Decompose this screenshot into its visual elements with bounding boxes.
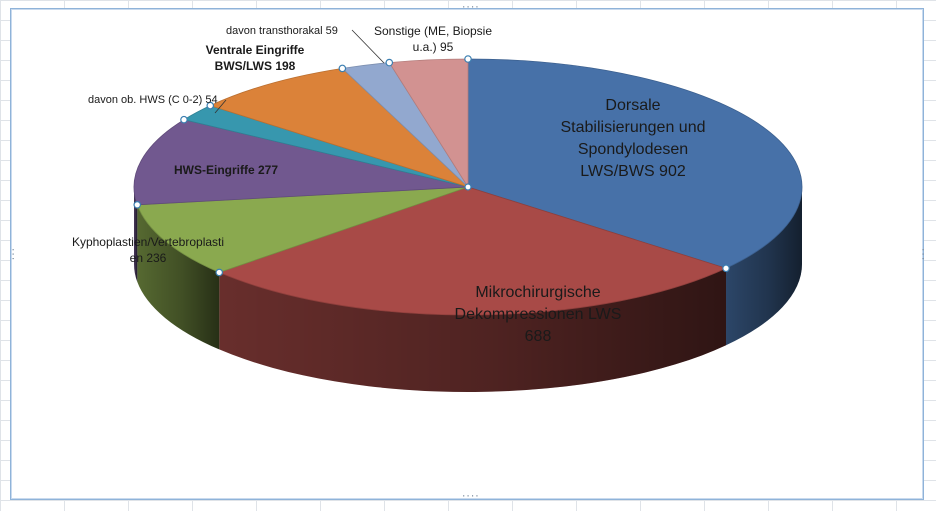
data-label-1-line-1: Dekompressionen LWS	[455, 306, 622, 323]
data-label-5-line-0: Ventrale Eingriffe	[206, 43, 305, 57]
data-label-1[interactable]: Mikrochirurgische Dekompressionen LWS 688	[455, 284, 622, 345]
data-label-6[interactable]: davon transthorakal 59	[226, 25, 338, 37]
center-handle[interactable]	[464, 183, 472, 191]
data-label-0-line-0: Dorsale	[605, 97, 660, 114]
data-label-7[interactable]: Sonstige (ME, Biopsie u.a.) 95	[374, 24, 492, 54]
slice-side-shade-1	[219, 268, 727, 392]
data-label-2-line-1: en 236	[130, 251, 167, 265]
slice-2[interactable]	[136, 186, 469, 273]
data-label-7-line-1: u.a.) 95	[413, 40, 454, 54]
slice-handle-2[interactable]	[215, 268, 224, 277]
resize-handle-left[interactable]: ···	[7, 247, 17, 261]
data-label-2[interactable]: Kyphoplastien/Vertebroplasti en 236	[72, 235, 224, 265]
slice-0[interactable]	[467, 58, 803, 269]
slice-1[interactable]	[218, 186, 728, 316]
slice-side-shade-2	[137, 204, 220, 350]
data-label-7-line-0: Sonstige (ME, Biopsie	[374, 24, 492, 38]
slice-handle-1[interactable]	[722, 264, 730, 273]
slice-handle-6[interactable]	[338, 64, 347, 73]
data-label-3[interactable]: HWS-Eingriffe 277	[174, 163, 278, 177]
resize-handle-right[interactable]: ···	[917, 247, 927, 261]
data-label-2-line-0: Kyphoplastien/Vertebroplasti	[72, 235, 224, 249]
resize-handle-top[interactable]: ····	[461, 3, 480, 13]
data-label-0-line-1: Stabilisierungen und	[561, 119, 706, 136]
slice-side-shade-0	[726, 187, 802, 346]
slice-handle-7[interactable]	[385, 58, 394, 67]
slice-5[interactable]	[209, 67, 469, 188]
data-label-3-line-0: HWS-Eingriffe 277	[174, 163, 278, 177]
resize-handle-bottom[interactable]: ····	[461, 492, 480, 502]
data-label-4[interactable]: davon ob. HWS (C 0-2) 54	[88, 94, 218, 106]
slice-handle-0[interactable]	[464, 55, 472, 63]
data-label-5-line-1: BWS/LWS 198	[215, 59, 296, 73]
slice-3[interactable]	[133, 119, 469, 206]
leader-line-4	[214, 99, 227, 114]
slice-handle-5[interactable]	[206, 101, 215, 110]
data-label-5[interactable]: Ventrale Eingriffe BWS/LWS 198	[206, 43, 305, 73]
data-label-0[interactable]: Dorsale Stabilisierungen und Spondylodesen…	[561, 97, 706, 180]
data-label-1-line-0: Mikrochirurgische	[475, 284, 600, 301]
data-label-6-line-0: davon transthorakal 59	[226, 25, 338, 37]
data-label-1-line-2: 688	[525, 328, 552, 345]
data-label-0-line-2: Spondylodesen	[578, 141, 688, 158]
slice-handle-3[interactable]	[133, 201, 142, 209]
slice-handle-4[interactable]	[180, 115, 188, 124]
data-label-4-line-0: davon ob. HWS (C 0-2) 54	[88, 94, 218, 106]
leader-line-6	[351, 29, 385, 64]
data-label-0-line-3: LWS/BWS 902	[580, 163, 686, 180]
slice-side-shade-3	[134, 187, 138, 282]
